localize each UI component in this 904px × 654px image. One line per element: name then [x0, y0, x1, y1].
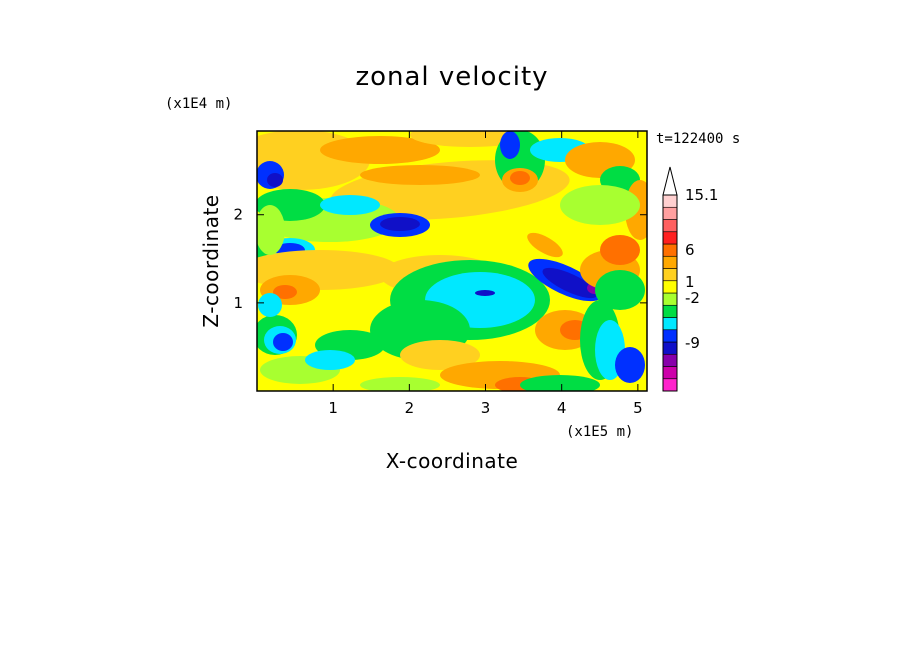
field-blob: [510, 171, 530, 185]
x-tick-label: 5: [633, 399, 643, 417]
colorbar-segment: [662, 206, 678, 220]
colorbar-segment: [662, 243, 678, 257]
field-blob: [273, 333, 293, 351]
chart-title: zonal velocity: [355, 62, 548, 92]
x-tick-label: 3: [481, 399, 491, 417]
colorbar: 15.1 6 1-2 -9: [662, 166, 718, 392]
field-blob: [615, 347, 645, 383]
y-axis-label: Z-coordinate: [199, 194, 223, 327]
colorbar-segment: [662, 304, 678, 318]
field-blob: [500, 131, 520, 159]
colorbar-segment: [662, 366, 678, 380]
colorbar-segment: [662, 292, 678, 306]
field-blob: [527, 232, 563, 258]
x-unit-label: (x1E5 m): [566, 424, 633, 440]
colorbar-segment: [662, 329, 678, 343]
field-blob: [560, 185, 640, 225]
colorbar-segment: [662, 353, 678, 367]
colorbar-segment: [662, 255, 678, 269]
field-blob: [257, 205, 285, 255]
colorbar-segment: [662, 231, 678, 245]
colorbar-segment: [662, 378, 678, 392]
x-tick-label: 1: [328, 399, 338, 417]
colorbar-segment: [662, 317, 678, 331]
field-blob: [542, 267, 598, 299]
colorbar-segment: [662, 219, 678, 233]
field-blob: [595, 270, 645, 310]
field-blob: [360, 165, 480, 185]
y-axis: 12: [233, 206, 647, 312]
x-axis-label: X-coordinate: [386, 449, 519, 473]
colorbar-extend-arrow: [662, 166, 678, 196]
field-blob: [380, 217, 420, 231]
contour-field: [257, 131, 647, 391]
colorbar-segment: [662, 280, 678, 294]
field-blob: [267, 173, 283, 187]
colorbar-frame: [662, 194, 678, 392]
field-blob: [600, 235, 640, 265]
field-blob: [475, 290, 495, 296]
y-tick-label: 1: [233, 294, 243, 312]
field-blob: [320, 136, 440, 164]
colorbar-segment: [662, 194, 678, 208]
field-blob: [520, 375, 600, 391]
y-tick-label: 2: [233, 206, 243, 224]
colorbar-segment: [662, 268, 678, 282]
colorbar-label: 6: [685, 241, 695, 259]
colorbar-label: 15.1: [685, 186, 718, 204]
colorbar-segment: [662, 341, 678, 355]
field-blob: [360, 377, 440, 391]
field-blob: [273, 285, 297, 299]
colorbar-label: 1: [685, 273, 695, 291]
y-unit-label: (x1E4 m): [165, 96, 232, 112]
plot-frame: [256, 130, 648, 392]
field-blob: [400, 340, 480, 370]
x-axis: 1 2 3 4 5: [328, 131, 643, 417]
field-blob: [320, 195, 380, 215]
x-tick-label: 4: [557, 399, 567, 417]
field-blob: [258, 293, 282, 317]
x-tick-label: 2: [405, 399, 415, 417]
colorbar-label: -9: [685, 334, 700, 352]
field-blob: [305, 350, 355, 370]
colorbar-label: -2: [685, 289, 700, 307]
time-label: t=122400 s: [656, 131, 740, 147]
